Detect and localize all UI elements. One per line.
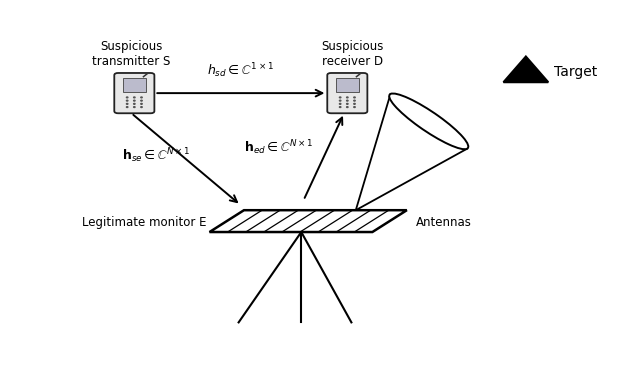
Circle shape: [354, 100, 355, 101]
Ellipse shape: [389, 94, 468, 149]
Bar: [336, 78, 359, 92]
Circle shape: [346, 97, 348, 98]
Text: $\mathbf{h}_{ed} \in \mathbb{C}^{N\times1}$: $\mathbf{h}_{ed} \in \mathbb{C}^{N\times…: [244, 138, 313, 157]
Circle shape: [141, 100, 142, 101]
Circle shape: [354, 97, 355, 98]
Circle shape: [339, 100, 341, 101]
Text: Antennas: Antennas: [416, 217, 472, 230]
Text: $h_{sd} \in \mathbb{C}^{1\times1}$: $h_{sd} \in \mathbb{C}^{1\times1}$: [207, 61, 274, 80]
FancyBboxPatch shape: [327, 73, 367, 113]
Circle shape: [133, 97, 135, 98]
Text: Legitimate monitor E: Legitimate monitor E: [82, 217, 207, 230]
Polygon shape: [504, 57, 548, 82]
Text: $\mathbf{h}_{se} \in \mathbb{C}^{N\times1}$: $\mathbf{h}_{se} \in \mathbb{C}^{N\times…: [122, 146, 190, 165]
Circle shape: [141, 97, 142, 98]
FancyBboxPatch shape: [114, 73, 154, 113]
Text: Suspicious
transmitter S: Suspicious transmitter S: [92, 39, 171, 68]
Circle shape: [339, 97, 341, 98]
Bar: [123, 78, 146, 92]
Circle shape: [133, 100, 135, 101]
Circle shape: [126, 100, 128, 101]
Circle shape: [126, 97, 128, 98]
Text: Target: Target: [554, 65, 598, 79]
Circle shape: [346, 100, 348, 101]
Text: Suspicious
receiver D: Suspicious receiver D: [321, 39, 384, 68]
Polygon shape: [209, 210, 407, 232]
